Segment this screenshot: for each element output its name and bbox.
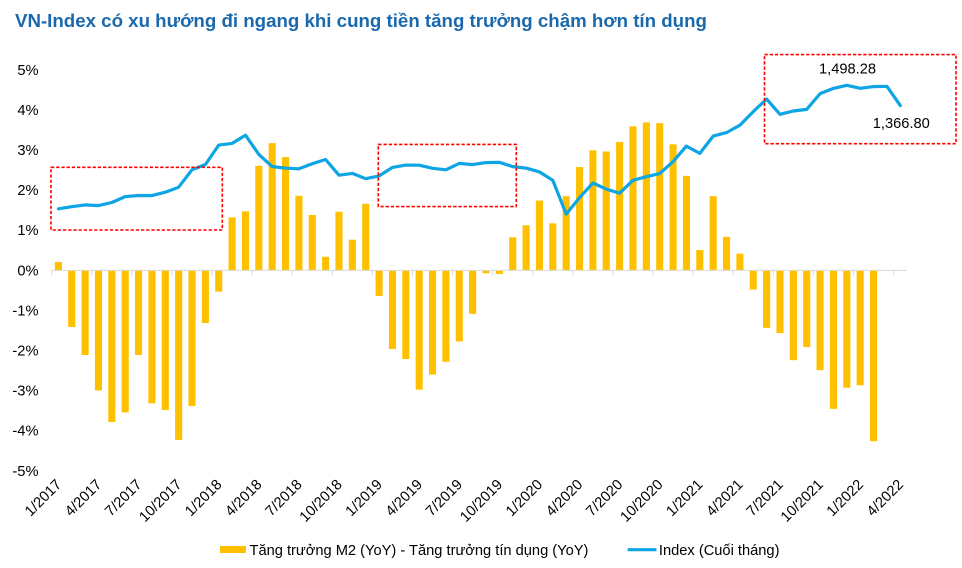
svg-text:2%: 2%: [17, 183, 38, 199]
svg-text:1,498.28: 1,498.28: [819, 62, 876, 78]
svg-text:-5%: -5%: [12, 464, 38, 480]
svg-text:-4%: -4%: [12, 424, 38, 440]
svg-text:VN-Index có xu hướng đi ngang: VN-Index có xu hướng đi ngang khi cung t…: [15, 10, 707, 31]
svg-text:3%: 3%: [17, 143, 38, 159]
svg-text:4%: 4%: [17, 103, 38, 119]
svg-text:-1%: -1%: [12, 303, 38, 319]
svg-text:1%: 1%: [17, 223, 38, 239]
svg-text:5%: 5%: [17, 63, 38, 79]
svg-text:Tăng trưởng M2 (YoY) - Tăng tr: Tăng trưởng M2 (YoY) - Tăng trưởng tín d…: [250, 543, 589, 559]
svg-text:Index (Cuối tháng): Index (Cuối tháng): [659, 543, 780, 559]
svg-text:1,366.80: 1,366.80: [873, 116, 930, 132]
svg-text:-3%: -3%: [12, 384, 38, 400]
svg-text:-2%: -2%: [12, 344, 38, 360]
svg-text:0%: 0%: [17, 263, 38, 279]
